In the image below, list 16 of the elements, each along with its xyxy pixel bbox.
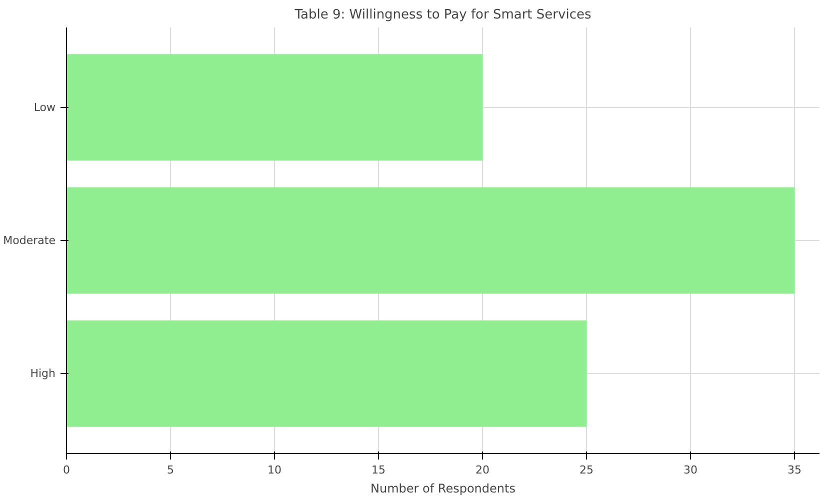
x-tick-label: 15 xyxy=(372,464,386,476)
bar xyxy=(66,320,587,427)
x-tick-label: 0 xyxy=(63,464,70,476)
x-tick-label: 20 xyxy=(476,464,490,476)
bar xyxy=(66,187,795,294)
y-tick-label: Low xyxy=(34,100,56,114)
y-tick-label: Moderate xyxy=(3,234,56,247)
x-axis-title: Number of Respondents xyxy=(370,482,516,496)
x-tick-label: 35 xyxy=(788,464,802,476)
x-tick-label: 25 xyxy=(580,464,594,476)
chart-title: Table 9: Willingness to Pay for Smart Services xyxy=(294,8,592,22)
x-tick-label: 10 xyxy=(268,464,282,476)
bar xyxy=(66,54,483,161)
x-tick-label: 30 xyxy=(684,464,698,476)
x-tick-label: 5 xyxy=(167,464,174,476)
y-tick-label: High xyxy=(30,367,56,380)
